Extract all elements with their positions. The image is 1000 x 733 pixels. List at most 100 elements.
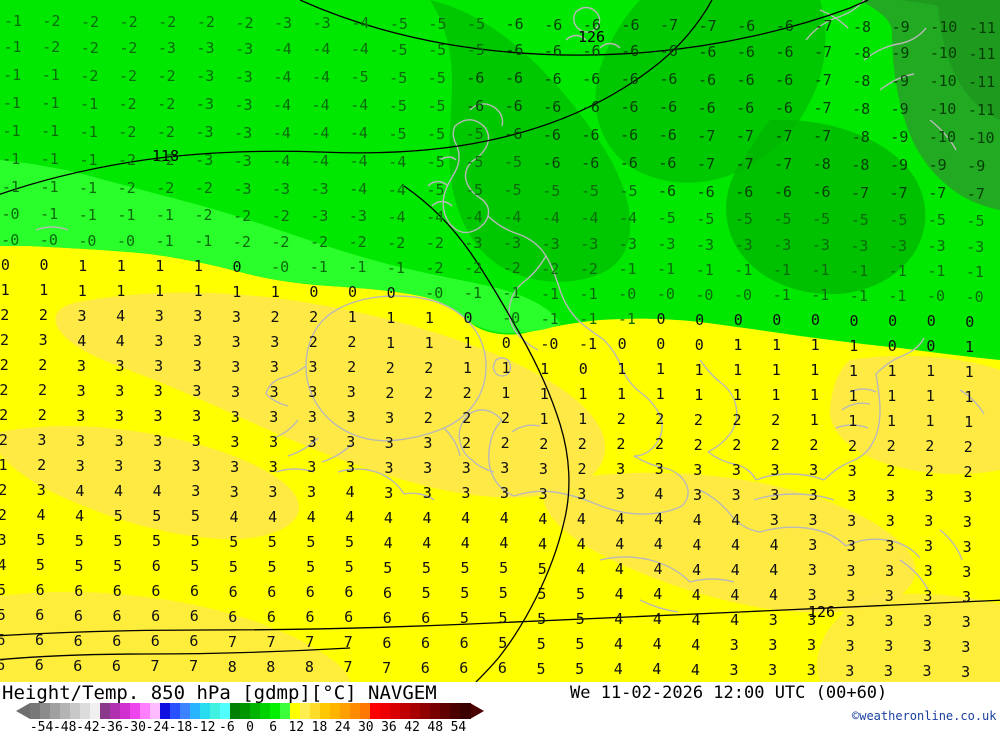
grid-temperature-value: -3 xyxy=(272,179,291,198)
grid-temperature-value: 3 xyxy=(961,612,971,631)
grid-temperature-value: 1 xyxy=(0,456,8,474)
grid-temperature-value: 2 xyxy=(732,410,742,429)
grid-temperature-value: -1 xyxy=(1,178,20,196)
colorbar-segment xyxy=(390,703,401,719)
grid-temperature-value: 3 xyxy=(191,482,201,501)
grid-temperature-value: 4 xyxy=(691,610,701,629)
grid-temperature-value: -2 xyxy=(117,150,137,169)
grid-temperature-value: 2 xyxy=(309,308,319,327)
grid-temperature-value: 2 xyxy=(500,409,510,428)
grid-temperature-value: -1 xyxy=(348,258,367,277)
grid-temperature-value: 4 xyxy=(268,507,278,526)
grid-temperature-value: 3 xyxy=(807,586,817,605)
grid-temperature-value: -4 xyxy=(273,39,292,58)
grid-temperature-value: 5 xyxy=(536,634,546,653)
grid-temperature-value: 0 xyxy=(965,312,975,331)
colorbar-segment xyxy=(350,703,361,719)
grid-temperature-value: 2 xyxy=(385,383,395,402)
grid-temperature-value: -6 xyxy=(659,42,678,61)
grid-temperature-value: 3 xyxy=(962,537,972,556)
grid-temperature-value: 3 xyxy=(923,612,933,631)
grid-temperature-value: -4 xyxy=(349,124,368,143)
grid-temperature-value: 3 xyxy=(384,483,394,502)
grid-temperature-value: -6 xyxy=(504,97,523,116)
grid-temperature-value: -6 xyxy=(620,98,639,117)
grid-temperature-value: 3 xyxy=(963,487,973,506)
grid-temperature-value: 3 xyxy=(962,562,972,581)
grid-temperature-value: -1 xyxy=(888,261,907,280)
grid-temperature-value: 5 xyxy=(421,583,431,602)
grid-temperature-value: 4 xyxy=(654,485,664,504)
grid-temperature-value: 3 xyxy=(193,332,203,351)
grid-temperature-value: -1 xyxy=(155,232,174,251)
grid-temperature-value: 3 xyxy=(192,407,202,426)
grid-temperature-value: -8 xyxy=(853,17,872,36)
grid-temperature-value: 0 xyxy=(733,310,743,329)
grid-temperature-value: -6 xyxy=(542,125,561,144)
grid-temperature-value: 5 xyxy=(575,609,585,628)
weather-map-canvas[interactable]: 118 126 126 -1 -2 -2 -2 -2 -2 -2 -3 -3 -4 -5 -5 -5 -6… xyxy=(0,0,1000,682)
grid-temperature-value: 5 xyxy=(267,532,277,551)
grid-temperature-value: 4 xyxy=(538,534,548,553)
grid-temperature-value: 5 xyxy=(345,533,355,552)
colorbar-tick: 54 xyxy=(450,720,467,733)
grid-temperature-value: -6 xyxy=(658,126,677,145)
grid-temperature-value: 2 xyxy=(462,384,472,403)
grid-temperature-value: -3 xyxy=(580,234,599,253)
grid-temperature-value: 2 xyxy=(38,356,48,375)
grid-temperature-value: -6 xyxy=(466,97,485,116)
grid-temperature-value: -7 xyxy=(660,16,679,35)
grid-temperature-value: 0 xyxy=(39,256,49,275)
grid-temperature-value: 4 xyxy=(422,508,432,527)
grid-temperature-value: -1 xyxy=(3,38,22,56)
grid-temperature-value: -6 xyxy=(736,42,755,61)
grid-temperature-value: 1 xyxy=(848,361,858,380)
grid-temperature-value: -6 xyxy=(466,69,485,88)
grid-temperature-value: 1 xyxy=(772,336,782,355)
grid-temperature-value: -1 xyxy=(734,260,753,279)
grid-temperature-value: -1 xyxy=(2,94,21,112)
grid-temperature-value: -4 xyxy=(541,208,560,227)
grid-temperature-value: 4 xyxy=(306,508,316,527)
grid-temperature-value: -6 xyxy=(620,70,639,89)
grid-temperature-value: 3 xyxy=(423,433,433,452)
grid-temperature-value: -11 xyxy=(967,100,995,119)
grid-temperature-value: -3 xyxy=(464,234,483,253)
grid-temperature-value: -5 xyxy=(388,96,407,115)
grid-temperature-value: -6 xyxy=(737,16,756,35)
grid-temperature-value: 6 xyxy=(497,659,507,678)
grid-temperature-value: -6 xyxy=(697,98,716,117)
grid-temperature-value: 2 xyxy=(886,461,896,480)
grid-temperature-value: 4 xyxy=(692,510,702,529)
grid-temperature-value: -2 xyxy=(81,12,100,31)
grid-temperature-value: 1 xyxy=(771,386,781,405)
grid-temperature-value: -0 xyxy=(1,205,20,223)
grid-temperature-value: 3 xyxy=(230,432,240,451)
grid-temperature-value: -9 xyxy=(891,43,910,62)
grid-temperature-value: 1 xyxy=(539,384,549,403)
grid-temperature-value: 0 xyxy=(926,312,936,331)
grid-temperature-value: -3 xyxy=(235,39,254,58)
grid-temperature-value: 3 xyxy=(845,661,855,680)
grid-temperature-value: -4 xyxy=(350,40,369,59)
grid-temperature-value: 0 xyxy=(888,311,898,330)
grid-temperature-value: 4 xyxy=(36,506,46,525)
grid-temperature-value: -6 xyxy=(696,182,715,201)
grid-temperature-value: 2 xyxy=(423,408,433,427)
grid-temperature-value: 4 xyxy=(692,560,702,579)
grid-temperature-value: 6 xyxy=(267,582,277,601)
grid-temperature-value: 2 xyxy=(0,331,10,349)
grid-temperature-value: 1 xyxy=(39,281,49,300)
grid-temperature-value: -4 xyxy=(350,96,369,115)
grid-temperature-value: -6 xyxy=(775,17,794,36)
grid-temperature-value: 4 xyxy=(383,533,393,552)
grid-temperature-value: 6 xyxy=(459,659,469,678)
grid-temperature-value: 3 xyxy=(768,611,778,630)
grid-temperature-value: -2 xyxy=(196,13,215,32)
grid-temperature-value: -10 xyxy=(929,44,957,63)
grid-temperature-value: 2 xyxy=(577,434,587,453)
grid-temperature-value: 6 xyxy=(73,606,83,625)
grid-temperature-value: -4 xyxy=(580,208,599,227)
colorbar-segment xyxy=(340,703,351,719)
grid-temperature-value: -0 xyxy=(965,287,984,306)
